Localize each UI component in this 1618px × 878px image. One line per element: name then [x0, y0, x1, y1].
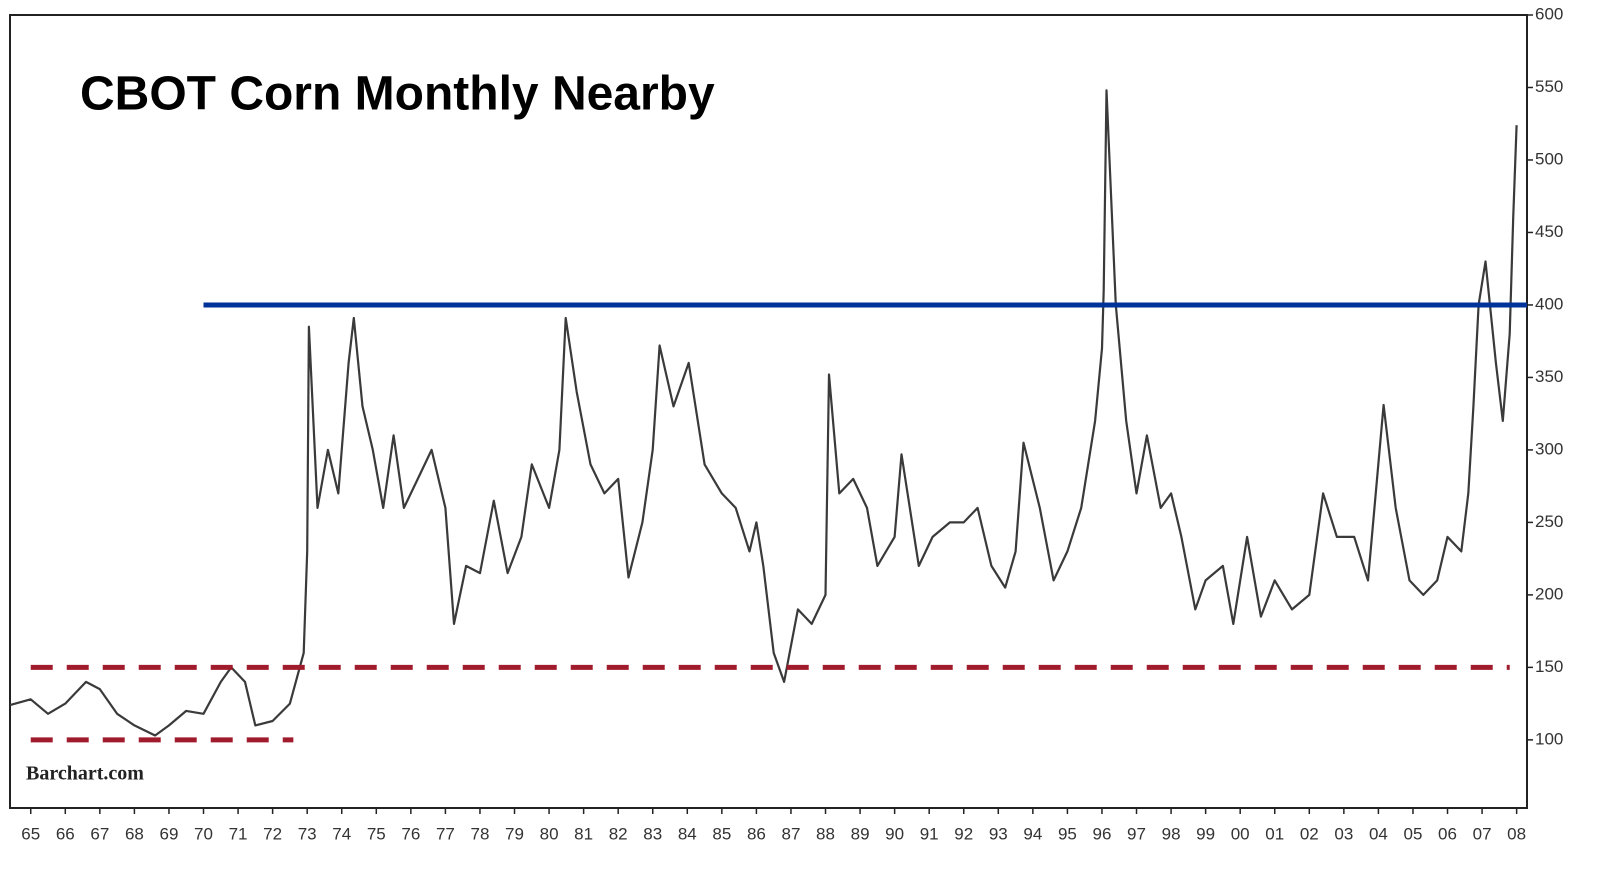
x-tick-label: 89	[851, 824, 870, 843]
x-tick-label: 01	[1265, 824, 1284, 843]
x-tick-label: 87	[782, 824, 801, 843]
x-tick-label: 86	[747, 824, 766, 843]
x-tick-label: 96	[1093, 824, 1112, 843]
x-tick-label: 83	[643, 824, 662, 843]
x-tick-label: 82	[609, 824, 628, 843]
y-tick-label: 450	[1535, 222, 1563, 241]
y-tick-label: 200	[1535, 584, 1563, 603]
x-tick-label: 92	[954, 824, 973, 843]
x-tick-label: 75	[367, 824, 386, 843]
x-tick-label: 68	[125, 824, 144, 843]
x-tick-label: 97	[1127, 824, 1146, 843]
x-tick-label: 02	[1300, 824, 1319, 843]
x-tick-label: 84	[678, 824, 697, 843]
x-tick-label: 91	[920, 824, 939, 843]
y-tick-label: 250	[1535, 512, 1563, 531]
x-tick-label: 04	[1369, 824, 1388, 843]
x-tick-label: 94	[1023, 824, 1042, 843]
x-tick-label: 70	[194, 824, 213, 843]
x-tick-label: 74	[332, 824, 351, 843]
y-tick-label: 500	[1535, 149, 1563, 168]
watermark: Barchart.com	[26, 763, 144, 785]
x-tick-label: 03	[1334, 824, 1353, 843]
x-tick-label: 79	[505, 824, 524, 843]
price-line	[9, 89, 1518, 737]
x-tick-label: 72	[263, 824, 282, 843]
y-tick-label: 350	[1535, 367, 1563, 386]
x-tick-label: 93	[989, 824, 1008, 843]
y-tick-label: 600	[1535, 4, 1563, 23]
x-tick-label: 78	[470, 824, 489, 843]
x-tick-label: 08	[1507, 824, 1526, 843]
x-tick-label: 85	[712, 824, 731, 843]
x-tick-label: 07	[1473, 824, 1492, 843]
x-tick-label: 90	[885, 824, 904, 843]
x-tick-label: 80	[540, 824, 559, 843]
x-tick-label: 06	[1438, 824, 1457, 843]
x-tick-label: 81	[574, 824, 593, 843]
x-tick-label: 88	[816, 824, 835, 843]
x-tick-label: 95	[1058, 824, 1077, 843]
x-tick-label: 76	[401, 824, 420, 843]
y-tick-label: 300	[1535, 439, 1563, 458]
y-tick-label: 550	[1535, 77, 1563, 96]
x-tick-label: 99	[1196, 824, 1215, 843]
x-tick-label: 71	[229, 824, 248, 843]
x-tick-label: 00	[1231, 824, 1250, 843]
x-tick-label: 65	[21, 824, 40, 843]
y-tick-label: 100	[1535, 729, 1563, 748]
x-tick-label: 67	[90, 824, 109, 843]
plot-frame	[9, 14, 1528, 809]
y-tick-label: 400	[1535, 294, 1563, 313]
x-tick-label: 77	[436, 824, 455, 843]
y-tick-label: 150	[1535, 657, 1563, 676]
x-tick-label: 66	[56, 824, 75, 843]
x-tick-label: 98	[1162, 824, 1181, 843]
x-tick-label: 05	[1404, 824, 1423, 843]
x-tick-label: 69	[159, 824, 178, 843]
x-tick-label: 73	[298, 824, 317, 843]
chart-title: CBOT Corn Monthly Nearby	[80, 68, 715, 121]
